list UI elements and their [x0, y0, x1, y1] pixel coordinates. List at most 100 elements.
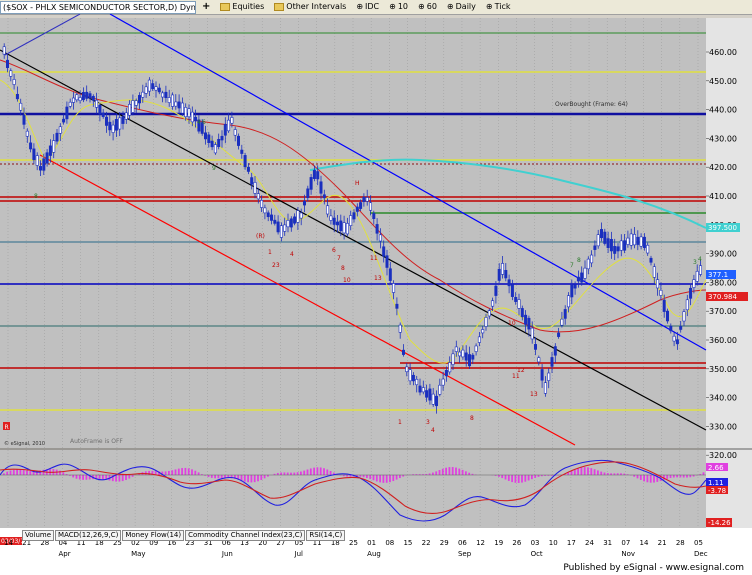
- candle-body: [138, 95, 142, 104]
- candle-body: [477, 336, 481, 343]
- tab-rsi[interactable]: RSI(14,C): [306, 530, 346, 541]
- candle-body: [48, 145, 52, 156]
- candle-body: [632, 234, 636, 246]
- histogram-bar: [316, 467, 319, 475]
- svg-text:3: 3: [693, 259, 697, 266]
- candle-body: [454, 346, 458, 352]
- tab-cci[interactable]: Commodity Channel Index(23,C): [185, 530, 306, 541]
- candle-body: [2, 46, 6, 55]
- footer-bar: Published by eSignal - www.esignal.com: [0, 562, 752, 575]
- candle-body: [646, 244, 650, 254]
- histogram-bar: [164, 471, 167, 475]
- interval-idc-button[interactable]: ⊕ IDC: [352, 0, 383, 14]
- date-axis-label: 15: [403, 539, 412, 547]
- candle-body: [500, 263, 504, 275]
- histogram-bar: [174, 469, 177, 475]
- candle-body: [593, 245, 597, 250]
- candle-body: [464, 352, 468, 361]
- candle-body: [200, 122, 204, 134]
- interval-label: 60: [426, 2, 437, 11]
- histogram-bar: [128, 475, 131, 479]
- interval-tick-button[interactable]: ⊕ Tick: [482, 0, 515, 14]
- candle-body: [471, 354, 475, 360]
- candle-body: [105, 116, 109, 126]
- histogram-bar: [333, 472, 335, 475]
- equities-button[interactable]: Equities: [216, 0, 268, 14]
- interval-10-button[interactable]: ⊕ 10: [385, 0, 412, 14]
- svg-text:11: 11: [370, 255, 378, 262]
- date-axis-label: 07: [621, 539, 630, 547]
- histogram-bar: [471, 473, 474, 475]
- interval-icon: ⊕: [418, 2, 425, 11]
- date-axis-label: 02: [131, 539, 140, 547]
- histogram-bar: [22, 470, 25, 475]
- date-axis-label: 28: [676, 539, 685, 547]
- date-axis-label: 14: [4, 539, 13, 547]
- price-tags: 397.500 377.1 370.984: [706, 223, 748, 301]
- candle-body: [355, 206, 359, 212]
- interval-60-button[interactable]: ⊕ 60: [414, 0, 441, 14]
- month-axis-label: Jun: [221, 550, 233, 558]
- histogram-bar: [207, 475, 210, 478]
- candle-body: [52, 140, 56, 153]
- candle-body: [223, 124, 227, 136]
- interval-icon: ⊕: [485, 2, 493, 11]
- date-axis-label: 20: [258, 539, 267, 547]
- candle-body: [507, 279, 511, 287]
- wave-annotations: 1 23 4 (R) 6 7 8 10 11 13 1 3 4 8 10 11 …: [34, 119, 702, 434]
- candle-body: [266, 212, 270, 218]
- candle-body: [382, 246, 386, 257]
- candle-body: [6, 59, 10, 69]
- candle-body: [609, 239, 613, 252]
- histogram-bar: [105, 475, 108, 480]
- tab-macd[interactable]: MACD(12,26,9,C): [55, 530, 122, 541]
- histogram-bar: [151, 470, 154, 475]
- histogram-bar: [168, 470, 170, 475]
- r-marker-box[interactable]: [3, 422, 10, 430]
- histogram-bar: [121, 475, 124, 482]
- tab-money-flow[interactable]: Money Flow(14): [122, 530, 185, 541]
- date-axis-label: 18: [331, 539, 340, 547]
- candle-body: [411, 374, 415, 382]
- histogram-bar: [504, 475, 507, 480]
- histogram-bar: [507, 475, 510, 481]
- candle-body: [425, 390, 429, 398]
- date-axis-label: 03: [531, 539, 540, 547]
- histogram-bar: [395, 475, 398, 480]
- histogram-bar: [375, 475, 378, 482]
- ma-price-tag: 397.500: [708, 224, 737, 232]
- histogram-bar: [603, 472, 606, 475]
- histogram-bar: [227, 475, 230, 478]
- histogram-bar: [699, 474, 702, 475]
- price-axis-label: 430.00: [709, 134, 737, 143]
- candle-body: [302, 200, 306, 206]
- tab-volume[interactable]: Volume: [22, 530, 55, 541]
- histogram-bar: [224, 475, 226, 479]
- histogram-bar: [573, 469, 576, 475]
- add-button[interactable]: +: [198, 0, 214, 14]
- histogram-bar: [329, 470, 332, 475]
- price-chart-area[interactable]: 1 23 4 (R) 6 7 8 10 11 13 1 3 4 8 10 11 …: [0, 13, 752, 562]
- histogram-bar: [672, 475, 675, 478]
- histogram-bar: [577, 468, 579, 475]
- autoframe-label: AutoFrame is OFF: [70, 438, 123, 445]
- interval-icon: ⊕: [446, 2, 454, 11]
- candle-body: [95, 99, 99, 108]
- candle-body: [405, 366, 409, 372]
- histogram-bar: [531, 475, 533, 480]
- candle-body: [580, 272, 584, 283]
- candle-body: [35, 155, 39, 166]
- histogram-bar: [372, 475, 375, 481]
- date-axis-label: 19: [494, 539, 503, 547]
- month-axis-label: Jul: [294, 550, 304, 558]
- histogram-bar: [197, 472, 200, 475]
- candle-body: [167, 97, 171, 103]
- histogram-bar: [534, 475, 537, 478]
- histogram-bar: [418, 474, 421, 475]
- other-intervals-button[interactable]: Other Intervals: [270, 0, 350, 14]
- symbol-title-field[interactable]: ($SOX - PHLX SEMICONDUCTOR SECTOR,D) Dyn…: [0, 0, 196, 14]
- chart-svg: 1 23 4 (R) 6 7 8 10 11 13 1 3 4 8 10 11 …: [0, 13, 752, 562]
- last-price-tag: 377.1: [708, 271, 728, 279]
- histogram-bar: [78, 475, 81, 480]
- interval-daily-button[interactable]: ⊕ Daily: [443, 0, 480, 14]
